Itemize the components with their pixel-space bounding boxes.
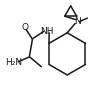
Text: NH: NH (40, 27, 53, 36)
Text: H₂N: H₂N (5, 58, 22, 67)
Text: N: N (74, 17, 80, 26)
Text: O: O (22, 23, 29, 32)
